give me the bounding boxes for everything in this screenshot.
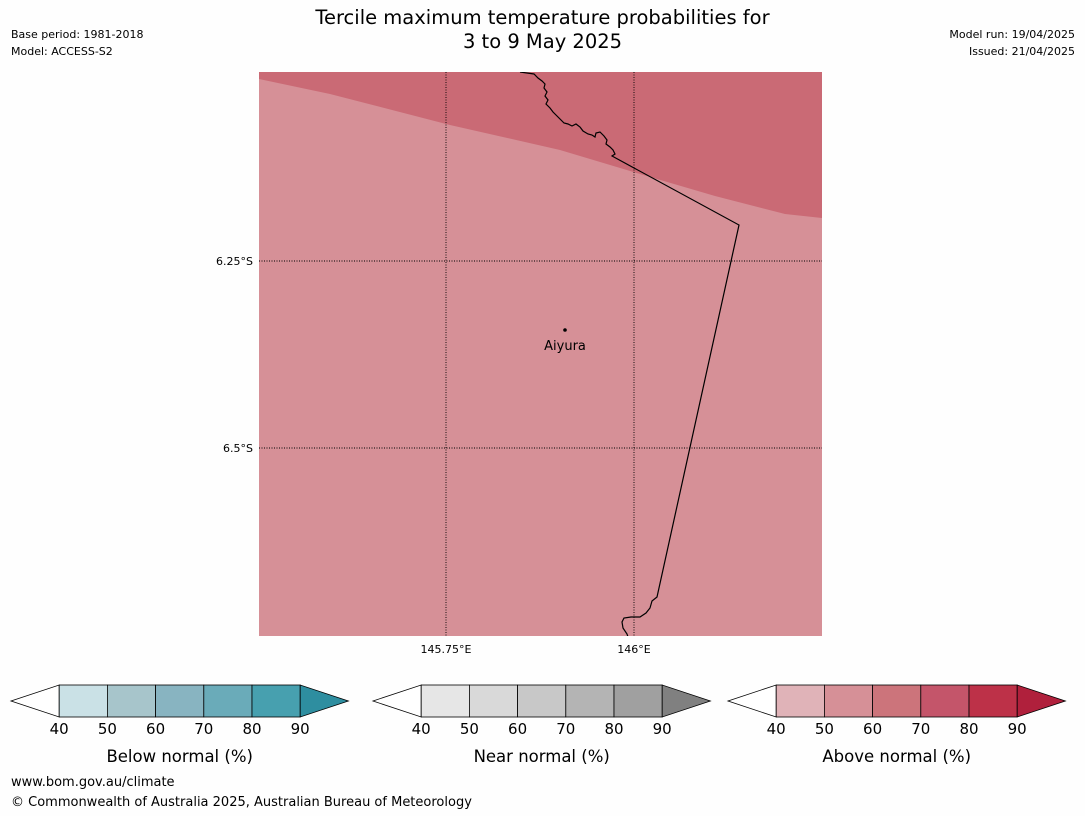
near-colorbar-segment xyxy=(468,684,518,718)
above-normal-colorbar: 40 50 60 70 80 90 Above normal (%) xyxy=(726,684,1067,766)
forecast-info-right: Model run: 19/04/2025 Issued: 21/04/2025 xyxy=(949,26,1075,60)
near-colorbar-segment xyxy=(565,684,615,718)
lat-label-6-5: 6.5°S xyxy=(223,442,253,455)
near-colorbar-low-extension xyxy=(371,684,422,718)
above-colorbar-segment xyxy=(775,684,825,718)
below-colorbar-label: Below normal (%) xyxy=(106,747,253,766)
map-title-line-1: Tercile maximum temperature probabilitie… xyxy=(315,6,770,29)
above-colorbar-tick-label: 60 xyxy=(863,720,882,738)
above-colorbar-tick-label: 90 xyxy=(1008,720,1027,738)
model-run-text: Model run: 19/04/2025 xyxy=(949,28,1075,41)
above-colorbar-high-extension xyxy=(1016,684,1067,718)
above-colorbar-tick-label: 40 xyxy=(767,720,786,738)
base-period-text: Base period: 1981-2018 xyxy=(11,28,144,41)
footer-copyright: © Commonwealth of Australia 2025, Austra… xyxy=(11,795,472,810)
below-colorbar-high-extension xyxy=(299,684,350,718)
town-marker xyxy=(563,328,567,332)
issued-text: Issued: 21/04/2025 xyxy=(968,45,1075,58)
near-colorbar-label: Near normal (%) xyxy=(474,747,610,766)
lat-label-6-25: 6.25°S xyxy=(216,255,253,268)
forecast-info-left: Base period: 1981-2018 Model: ACCESS-S2 xyxy=(11,26,143,60)
lon-label-145-75: 145.75°E xyxy=(421,643,472,656)
map-title-line-2: 3 to 9 May 2025 xyxy=(462,30,623,53)
graticule xyxy=(259,72,822,636)
above-colorbar-tick-label: 70 xyxy=(911,720,930,738)
below-colorbar-segment xyxy=(107,684,157,718)
near-colorbar-segment xyxy=(420,684,470,718)
above-colorbar-segment xyxy=(920,684,970,718)
below-colorbar-tick-label: 70 xyxy=(194,720,213,738)
model-text: Model: ACCESS-S2 xyxy=(11,45,113,58)
below-colorbar-tick-label: 60 xyxy=(146,720,165,738)
near-colorbar-tick-label: 90 xyxy=(653,720,672,738)
town-label: Aiyura xyxy=(544,339,586,354)
above-colorbar-tick-label: 50 xyxy=(815,720,834,738)
below-colorbar-segment xyxy=(155,684,205,718)
below-colorbar-segment xyxy=(58,684,108,718)
below-colorbar-segment xyxy=(203,684,253,718)
near-colorbar-tick-label: 40 xyxy=(412,720,431,738)
below-normal-colorbar: 40 50 60 70 80 90 Below normal (%) xyxy=(9,684,350,766)
map-frame xyxy=(259,72,822,636)
map-title: Tercile maximum temperature probabilitie… xyxy=(0,6,1085,54)
above-colorbar-tick-label: 80 xyxy=(959,720,978,738)
below-colorbar-low-extension xyxy=(9,684,60,718)
near-colorbar-segment xyxy=(517,684,567,718)
near-colorbar-segment xyxy=(613,684,663,718)
above-colorbar-segment xyxy=(824,684,874,718)
footer-website: www.bom.gov.au/climate xyxy=(11,775,175,790)
below-colorbar-tick-label: 50 xyxy=(98,720,117,738)
below-colorbar-segment xyxy=(251,684,301,718)
below-colorbar-tick-label: 90 xyxy=(291,720,310,738)
near-normal-colorbar: 40 50 60 70 80 90 Near normal (%) xyxy=(371,684,712,766)
above-colorbar-low-extension xyxy=(726,684,777,718)
near-colorbar-tick-label: 80 xyxy=(604,720,623,738)
below-colorbar-tick-label: 40 xyxy=(50,720,69,738)
above-colorbar-segment xyxy=(872,684,922,718)
lon-label-146: 146°E xyxy=(617,643,650,656)
below-colorbar-tick-label: 80 xyxy=(242,720,261,738)
above-colorbar-segment xyxy=(968,684,1018,718)
near-colorbar-tick-label: 60 xyxy=(508,720,527,738)
near-colorbar-high-extension xyxy=(661,684,712,718)
near-colorbar-tick-label: 50 xyxy=(460,720,479,738)
above-colorbar-label: Above normal (%) xyxy=(822,747,971,766)
above-normal-60-70-region xyxy=(259,72,822,218)
near-colorbar-tick-label: 70 xyxy=(556,720,575,738)
province-border xyxy=(519,72,740,636)
